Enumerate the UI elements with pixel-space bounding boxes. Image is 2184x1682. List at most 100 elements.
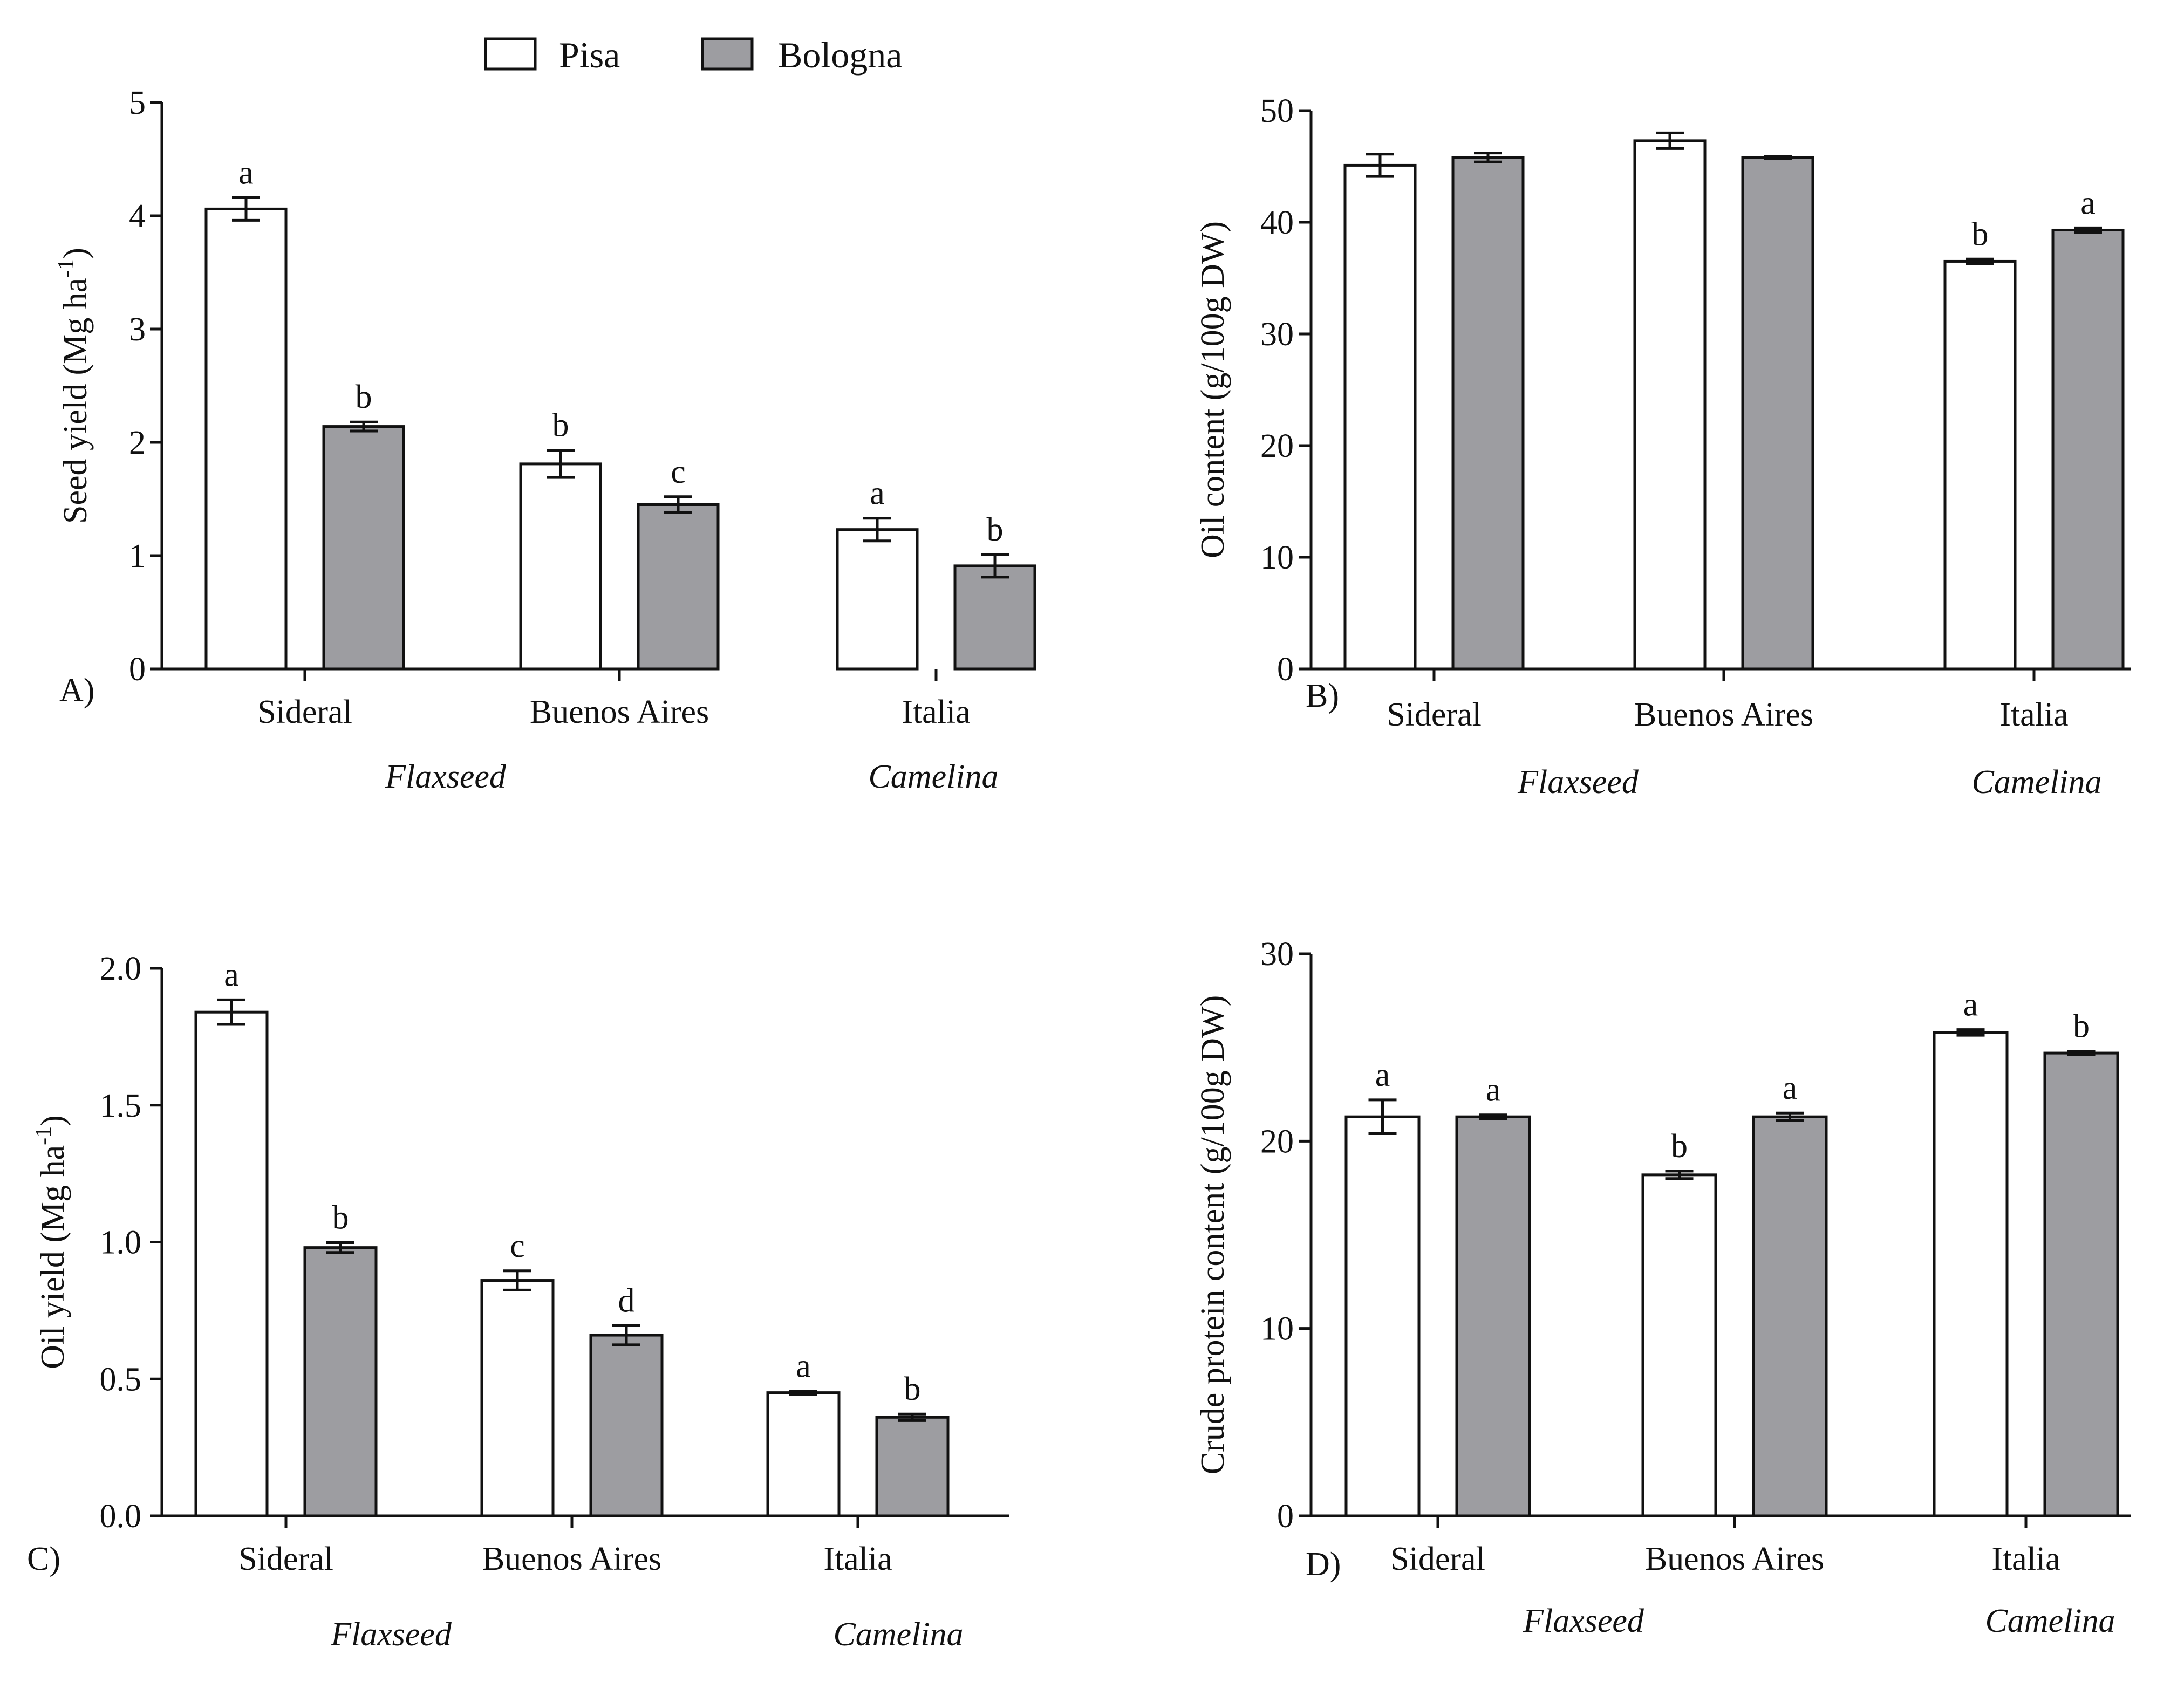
bar-pisa-buenos-aires	[480, 1279, 555, 1517]
bar-bologna-buenos-aires	[1741, 156, 1814, 671]
y-tick-label: 30	[1260, 316, 1294, 353]
significance-letter: a	[1783, 1070, 1798, 1106]
significance-letter: a	[2080, 184, 2096, 221]
bar-bologna-italia	[2051, 228, 2125, 671]
significance-letter: b	[356, 379, 372, 415]
y-tick-label: 0	[1277, 1498, 1294, 1535]
x-category-label: Sideral	[1387, 696, 1482, 733]
y-tick-label: 0.5	[100, 1361, 142, 1398]
significance-letter: c	[510, 1228, 525, 1264]
y-tick-label: 4	[129, 198, 146, 235]
significance-letter: b	[987, 511, 1004, 548]
panel-b-oil-content: 0 10 20 30 40 50 Sideral Buenos Aires Italia Flax…	[1195, 93, 2131, 801]
significance-letter: c	[671, 454, 686, 490]
panel-label: C)	[27, 1541, 60, 1577]
x-category-label: Buenos Aires	[530, 694, 709, 730]
panel-label: A)	[59, 672, 94, 709]
panel-d-crude-protein: 0 10 20 30 Sideral Buenos Aires Italia Flaxseed…	[1195, 936, 2131, 1639]
bar-pisa-sideral	[194, 1010, 269, 1517]
legend-label-pisa: Pisa	[559, 35, 620, 76]
y-tick-label: 50	[1260, 93, 1294, 129]
y-tick-label: 20	[1260, 428, 1294, 464]
bar-bologna-italia	[953, 564, 1036, 671]
y-tick-label: 5	[129, 85, 146, 121]
species-group-label: Camelina	[868, 758, 998, 795]
y-tick-label: 0	[1277, 651, 1294, 688]
x-category-label: Italia	[902, 694, 970, 730]
bar-bologna-italia	[2043, 1051, 2119, 1517]
panel-label: B)	[1306, 678, 1339, 714]
significance-letter: b	[552, 407, 569, 444]
legend-swatch-bologna	[701, 37, 754, 71]
significance-letter: b	[2073, 1008, 2090, 1045]
bar-pisa-italia	[1933, 1031, 2009, 1517]
significance-letter: b	[1972, 216, 1989, 252]
y-tick-label: 30	[1260, 936, 1294, 973]
species-group-label: Flaxseed	[1517, 764, 1639, 801]
y-axis-title: Seed yield (Mg ha-1)	[54, 248, 94, 524]
significance-letter: a	[1375, 1057, 1390, 1093]
x-category-label: Sideral	[257, 694, 352, 730]
x-category-label: Italia	[1991, 1541, 2060, 1577]
bar-pisa-italia	[766, 1391, 841, 1517]
bar-pisa-buenos-aires	[1641, 1173, 1717, 1517]
significance-letter: a	[870, 475, 885, 512]
y-tick-label: 40	[1260, 204, 1294, 241]
legend: Pisa Bologna	[484, 35, 902, 76]
significance-letter: a	[1486, 1072, 1501, 1109]
bar-bologna-italia	[875, 1416, 950, 1517]
y-axis-title: Oil yield (Mg ha-1)	[31, 1115, 71, 1369]
y-tick-label: 1	[129, 538, 146, 575]
bar-bologna-buenos-aires	[637, 503, 720, 671]
y-axis-title: Crude protein content (g/100g DW)	[1195, 995, 1231, 1474]
bar-pisa-sideral	[204, 207, 288, 671]
x-category-label: Buenos Aires	[482, 1541, 661, 1577]
bar-pisa-sideral	[1344, 1115, 1421, 1517]
panel-c-oil-yield: 0.0 0.5 1.0 1.5 2.0 Sideral Buenos Aires Italia…	[27, 951, 1009, 1653]
species-group-label: Camelina	[1971, 764, 2101, 801]
legend-swatch-pisa	[484, 37, 537, 71]
significance-letter: b	[1671, 1128, 1688, 1165]
y-tick-label: 20	[1260, 1123, 1294, 1160]
y-tick-label: 2.0	[100, 951, 142, 987]
bar-bologna-sideral	[1451, 156, 1525, 671]
significance-letter: b	[904, 1371, 921, 1407]
x-category-label: Buenos Aires	[1634, 696, 1813, 733]
significance-letter: b	[332, 1200, 349, 1236]
bar-bologna-sideral	[303, 1246, 378, 1517]
significance-letter: a	[1963, 987, 1978, 1023]
x-category-label: Sideral	[1390, 1541, 1485, 1577]
bar-bologna-buenos-aires	[1752, 1115, 1828, 1517]
bar-bologna-sideral	[322, 425, 405, 671]
y-tick-label: 3	[129, 311, 146, 348]
bar-bologna-buenos-aires	[589, 1334, 664, 1517]
species-group-label: Flaxseed	[385, 758, 507, 795]
species-group-label: Camelina	[1985, 1603, 2115, 1639]
bar-pisa-italia	[836, 528, 919, 671]
y-tick-label: 1.0	[100, 1225, 142, 1261]
y-tick-label: 10	[1260, 539, 1294, 576]
bar-pisa-italia	[1943, 259, 2017, 671]
y-tick-label: 2	[129, 425, 146, 461]
x-category-label: Buenos Aires	[1645, 1541, 1824, 1577]
x-category-label: Sideral	[238, 1541, 333, 1577]
y-axis-title: Oil content (g/100g DW)	[1195, 221, 1231, 558]
bar-pisa-sideral	[1343, 163, 1417, 671]
y-tick-label: 0	[129, 651, 146, 688]
y-tick-label: 10	[1260, 1311, 1294, 1348]
bar-pisa-buenos-aires	[1633, 139, 1707, 671]
x-category-label: Italia	[1999, 696, 2068, 733]
significance-letter: a	[796, 1348, 811, 1385]
panel-label: D)	[1306, 1546, 1341, 1583]
bar-pisa-buenos-aires	[519, 462, 602, 671]
species-group-label: Camelina	[833, 1616, 963, 1653]
x-category-label: Italia	[823, 1541, 892, 1577]
significance-letter: a	[238, 154, 254, 191]
species-group-label: Flaxseed	[330, 1616, 452, 1653]
significance-letter: a	[224, 956, 239, 993]
panel-a-seed-yield: 0 1 2 3 4 5 Sideral Buenos Aires Italia Flaxseed C…	[54, 85, 1036, 795]
significance-letter: d	[618, 1282, 635, 1319]
species-group-label: Flaxseed	[1523, 1603, 1644, 1639]
legend-label-bologna: Bologna	[778, 35, 902, 76]
